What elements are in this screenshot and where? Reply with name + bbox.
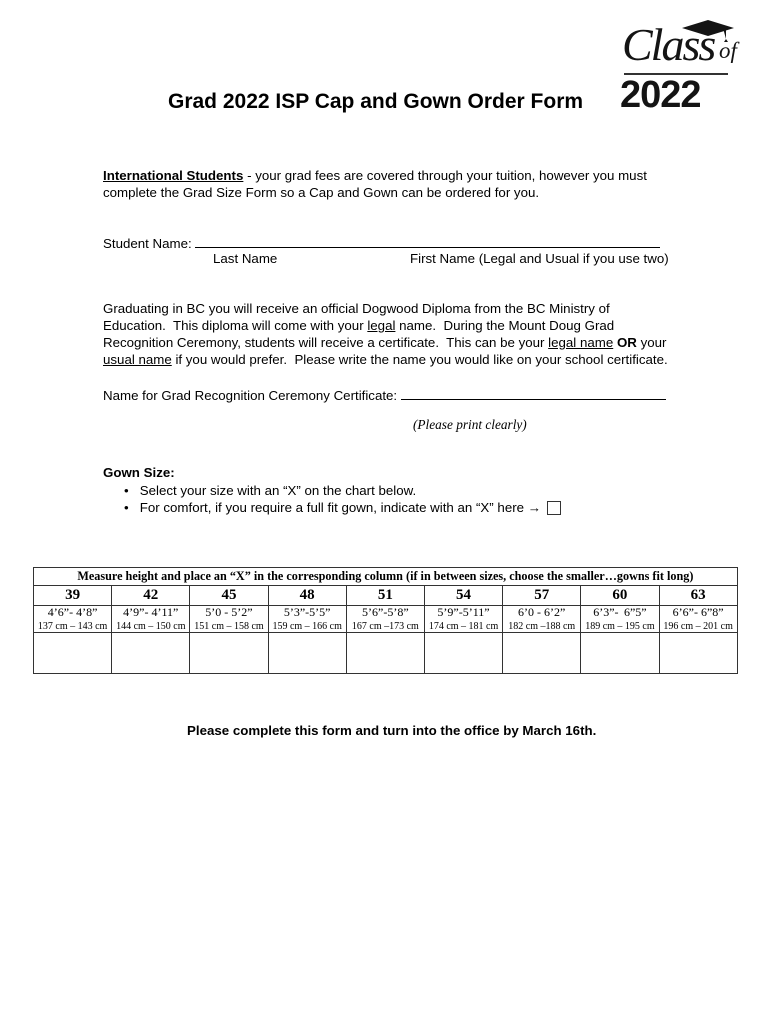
svg-text:of: of (719, 38, 741, 63)
svg-text:2022: 2022 (620, 74, 701, 111)
